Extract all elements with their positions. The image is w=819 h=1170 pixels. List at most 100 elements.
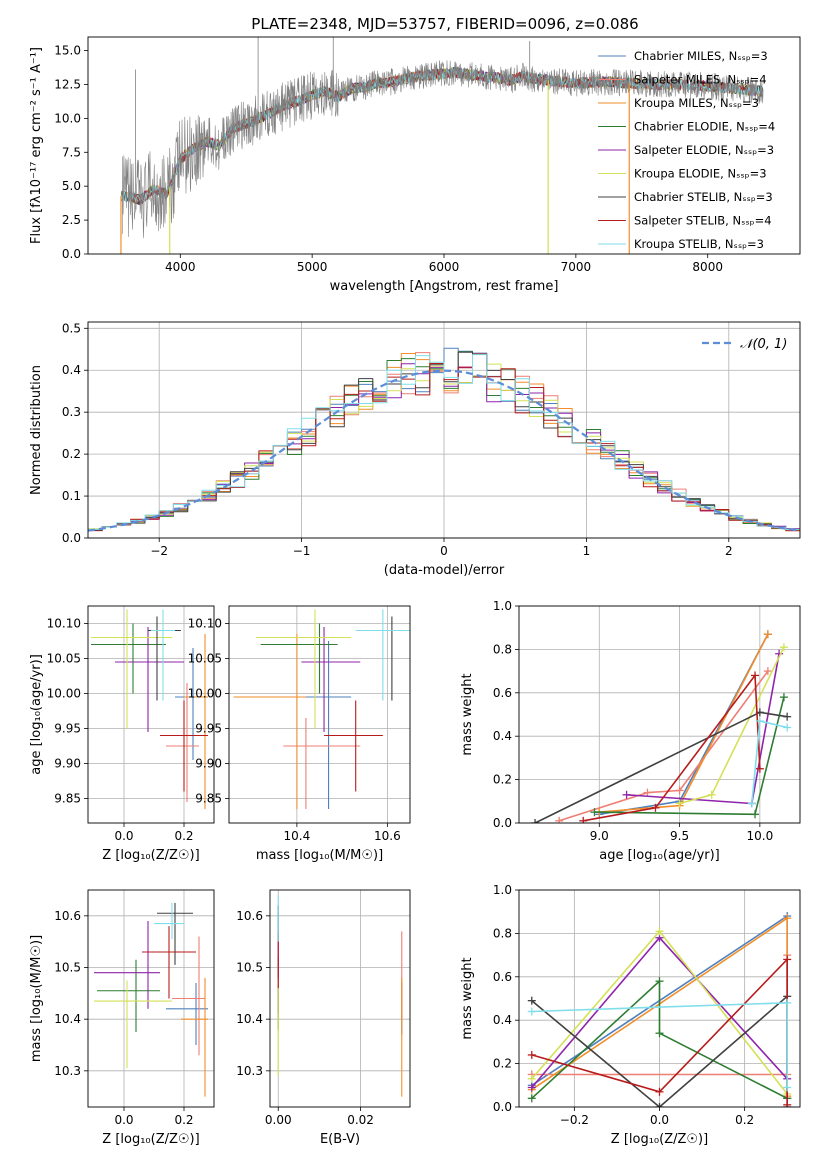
x-axis-label: Z [log₁₀(Z/Z☉)] (611, 1132, 708, 1147)
y-axis-label: mass weight (460, 957, 475, 1039)
x-tick-label: 8000 (692, 260, 723, 274)
y-axis-label: age [log₁₀(age/yr)] (29, 654, 44, 775)
x-tick-label: 1 (583, 544, 591, 558)
y-tick-label: 7.5 (62, 145, 81, 159)
y-tick-label: 1.0 (493, 599, 512, 613)
series-salpeter_stelib (579, 671, 764, 823)
panel-mass_vs_ebv: 0.00 0.02 10.3 10.4 10.5 10.6 E(B-V) (236, 889, 411, 1147)
y-tick-label: 10.3 (236, 1064, 263, 1078)
axes-frame (87, 605, 215, 824)
panel-spectrum: 4000 5000 6000 7000 8000 0.0 2.5 5.0 7.5 10.0 12.5… (29, 36, 801, 294)
errorbar-kroupa_elodie (94, 980, 172, 1069)
legend-label-chabrier_stelib: Chabrier STELIB, Nₛₛₚ=3 (634, 190, 773, 204)
y-axis-label: mass [log₁₀(M/M☉)] (29, 935, 44, 1062)
plot-area (88, 347, 800, 533)
x-axis-label: E(B-V) (320, 1132, 360, 1147)
panel-mass_vs_Z: 0.0 0.2 10.3 10.4 10.5 10.6 Z [log₁₀(Z/Z☉)] mas… (29, 889, 215, 1147)
errorbar-salpeter_elodie (301, 627, 361, 732)
x-tick-label: 0 (440, 544, 448, 558)
legend-label-chabrier_elodie: Chabrier ELODIE, Nₛₛₚ=4 (634, 120, 775, 134)
plot-area (527, 912, 792, 1107)
x-axis-label: wavelength [Angstrom, rest frame] (330, 279, 559, 294)
panel-weight_vs_Z: −0.2 0.0 0.2 0.0 0.2 0.4 0.6 0.8 1.0 Z [log₁₀(Z/Z… (460, 883, 801, 1147)
legend-label-salpeter_miles: Salpeter MILES, Nₛₛₚ=4 (634, 73, 767, 87)
x-axis-label: age [log₁₀(age/yr)] (599, 848, 720, 863)
axes-frame (87, 321, 801, 539)
errorbar-kroupa_stelib (154, 902, 184, 940)
plot-area (120, 37, 764, 254)
errorbar-chabrier_elodie (97, 959, 160, 1033)
y-tick-label: 0.5 (62, 321, 81, 335)
x-tick-label: −0.2 (560, 1113, 589, 1127)
errorbar-salpeter_stelib (324, 700, 383, 792)
x-tick-label: 0.0 (114, 829, 133, 843)
errorbar-kroupa_stelib (151, 609, 175, 701)
y-tick-label: 10.6 (54, 909, 81, 923)
y-tick-label: 9.95 (54, 722, 81, 736)
y-tick-label: 0.6 (493, 686, 512, 700)
series-kroupa_elodie (675, 643, 788, 808)
legend-label-kroupa_elodie: Kroupa ELODIE, Nₛₛₚ=3 (634, 167, 767, 181)
x-tick-label: 6000 (429, 260, 460, 274)
y-tick-label: 0.2 (493, 773, 512, 787)
y-tick-label: 10.5 (236, 961, 263, 975)
panel-age_vs_mass: 10.4 10.6 9.85 9.90 9.95 10.00 10.05 10.10 mass … (188, 605, 411, 863)
y-tick-label: 10.0 (54, 111, 81, 125)
y-tick-label: 9.85 (54, 792, 81, 806)
x-tick-label: 9.0 (590, 829, 609, 843)
y-axis-label: Normed distribution (29, 365, 44, 495)
y-tick-label: 9.90 (195, 757, 222, 771)
y-tick-label: 0.3 (62, 405, 81, 419)
y-tick-label: 10.05 (47, 652, 81, 666)
x-tick-label: 5000 (297, 260, 328, 274)
axes-frame (518, 889, 801, 1108)
errorbar-salpeter_stelib (142, 926, 196, 999)
y-tick-label: 0.4 (493, 729, 512, 743)
errorbar-salpeter_miles (283, 718, 361, 809)
data-spectrum (122, 60, 764, 239)
y-tick-label: 0.0 (493, 1100, 512, 1114)
x-tick-label: 0.00 (265, 1113, 292, 1127)
x-axis-label: Z [log₁₀(Z/Z☉)] (102, 1132, 199, 1147)
y-tick-label: 10.05 (188, 652, 222, 666)
y-tick-label: 1.0 (493, 883, 512, 897)
y-tick-label: 0.8 (493, 926, 512, 940)
series-kroupa_stelib (747, 717, 792, 808)
x-tick-label: 0.02 (347, 1113, 374, 1127)
y-tick-label: 10.3 (54, 1064, 81, 1078)
y-tick-label: 15.0 (54, 44, 81, 58)
panel-weight_vs_age: 9.0 9.5 10.0 0.0 0.2 0.4 0.6 0.8 1.0 age [log₁₀(a… (460, 599, 801, 863)
errorbar-salpeter_miles (172, 936, 205, 1056)
y-tick-label: 0.4 (493, 1013, 512, 1027)
x-tick-label: 0.2 (735, 1113, 754, 1127)
legend: 𝒩(0, 1) (702, 337, 787, 352)
series-chabrier_stelib (531, 708, 792, 823)
errorbar-chabrier_elodie (91, 623, 166, 694)
x-axis-label: Z [log₁₀(Z/Z☉)] (102, 848, 199, 863)
panel-age_vs_Z: 0.0 0.2 9.85 9.90 9.95 10.00 10.05 10.10 Z [log₁… (29, 605, 215, 863)
panel-residuals: −2 −1 0 1 2 0.0 0.1 0.2 0.3 0.4 0.5 (data-model)/er… (29, 321, 801, 578)
legend-label-kroupa_miles: Kroupa MILES, Nₛₛₚ=3 (634, 96, 759, 110)
x-tick-label: 4000 (165, 260, 196, 274)
y-tick-label: 0.0 (62, 247, 81, 261)
errorbar-chabrier_stelib (157, 902, 193, 965)
legend-label-chabrier_miles: Chabrier MILES, Nₛₛₚ=3 (634, 49, 768, 63)
y-tick-label: 0.6 (493, 970, 512, 984)
plot-area (94, 902, 208, 1097)
y-tick-label: 10.10 (188, 617, 222, 631)
series-kroupa_stelib (527, 998, 792, 1092)
y-tick-label: 0.2 (493, 1057, 512, 1071)
x-tick-label: 10.6 (374, 829, 401, 843)
legend-label-salpeter_elodie: Salpeter ELODIE, Nₛₛₚ=3 (634, 143, 774, 157)
legend-label-gaussian: 𝒩(0, 1) (740, 337, 787, 352)
series-chabrier_elodie (590, 693, 788, 819)
y-tick-label: 10.00 (47, 687, 81, 701)
x-axis-label: (data-model)/error (384, 563, 505, 578)
gaussian-curve (88, 369, 800, 532)
errorbar-kroupa_elodie (91, 609, 172, 729)
errorbar-kroupa_miles (233, 634, 306, 809)
histogram-kroupa_stelib (88, 354, 800, 533)
x-tick-label: 10.0 (746, 829, 773, 843)
y-axis-label: mass weight (460, 673, 475, 755)
